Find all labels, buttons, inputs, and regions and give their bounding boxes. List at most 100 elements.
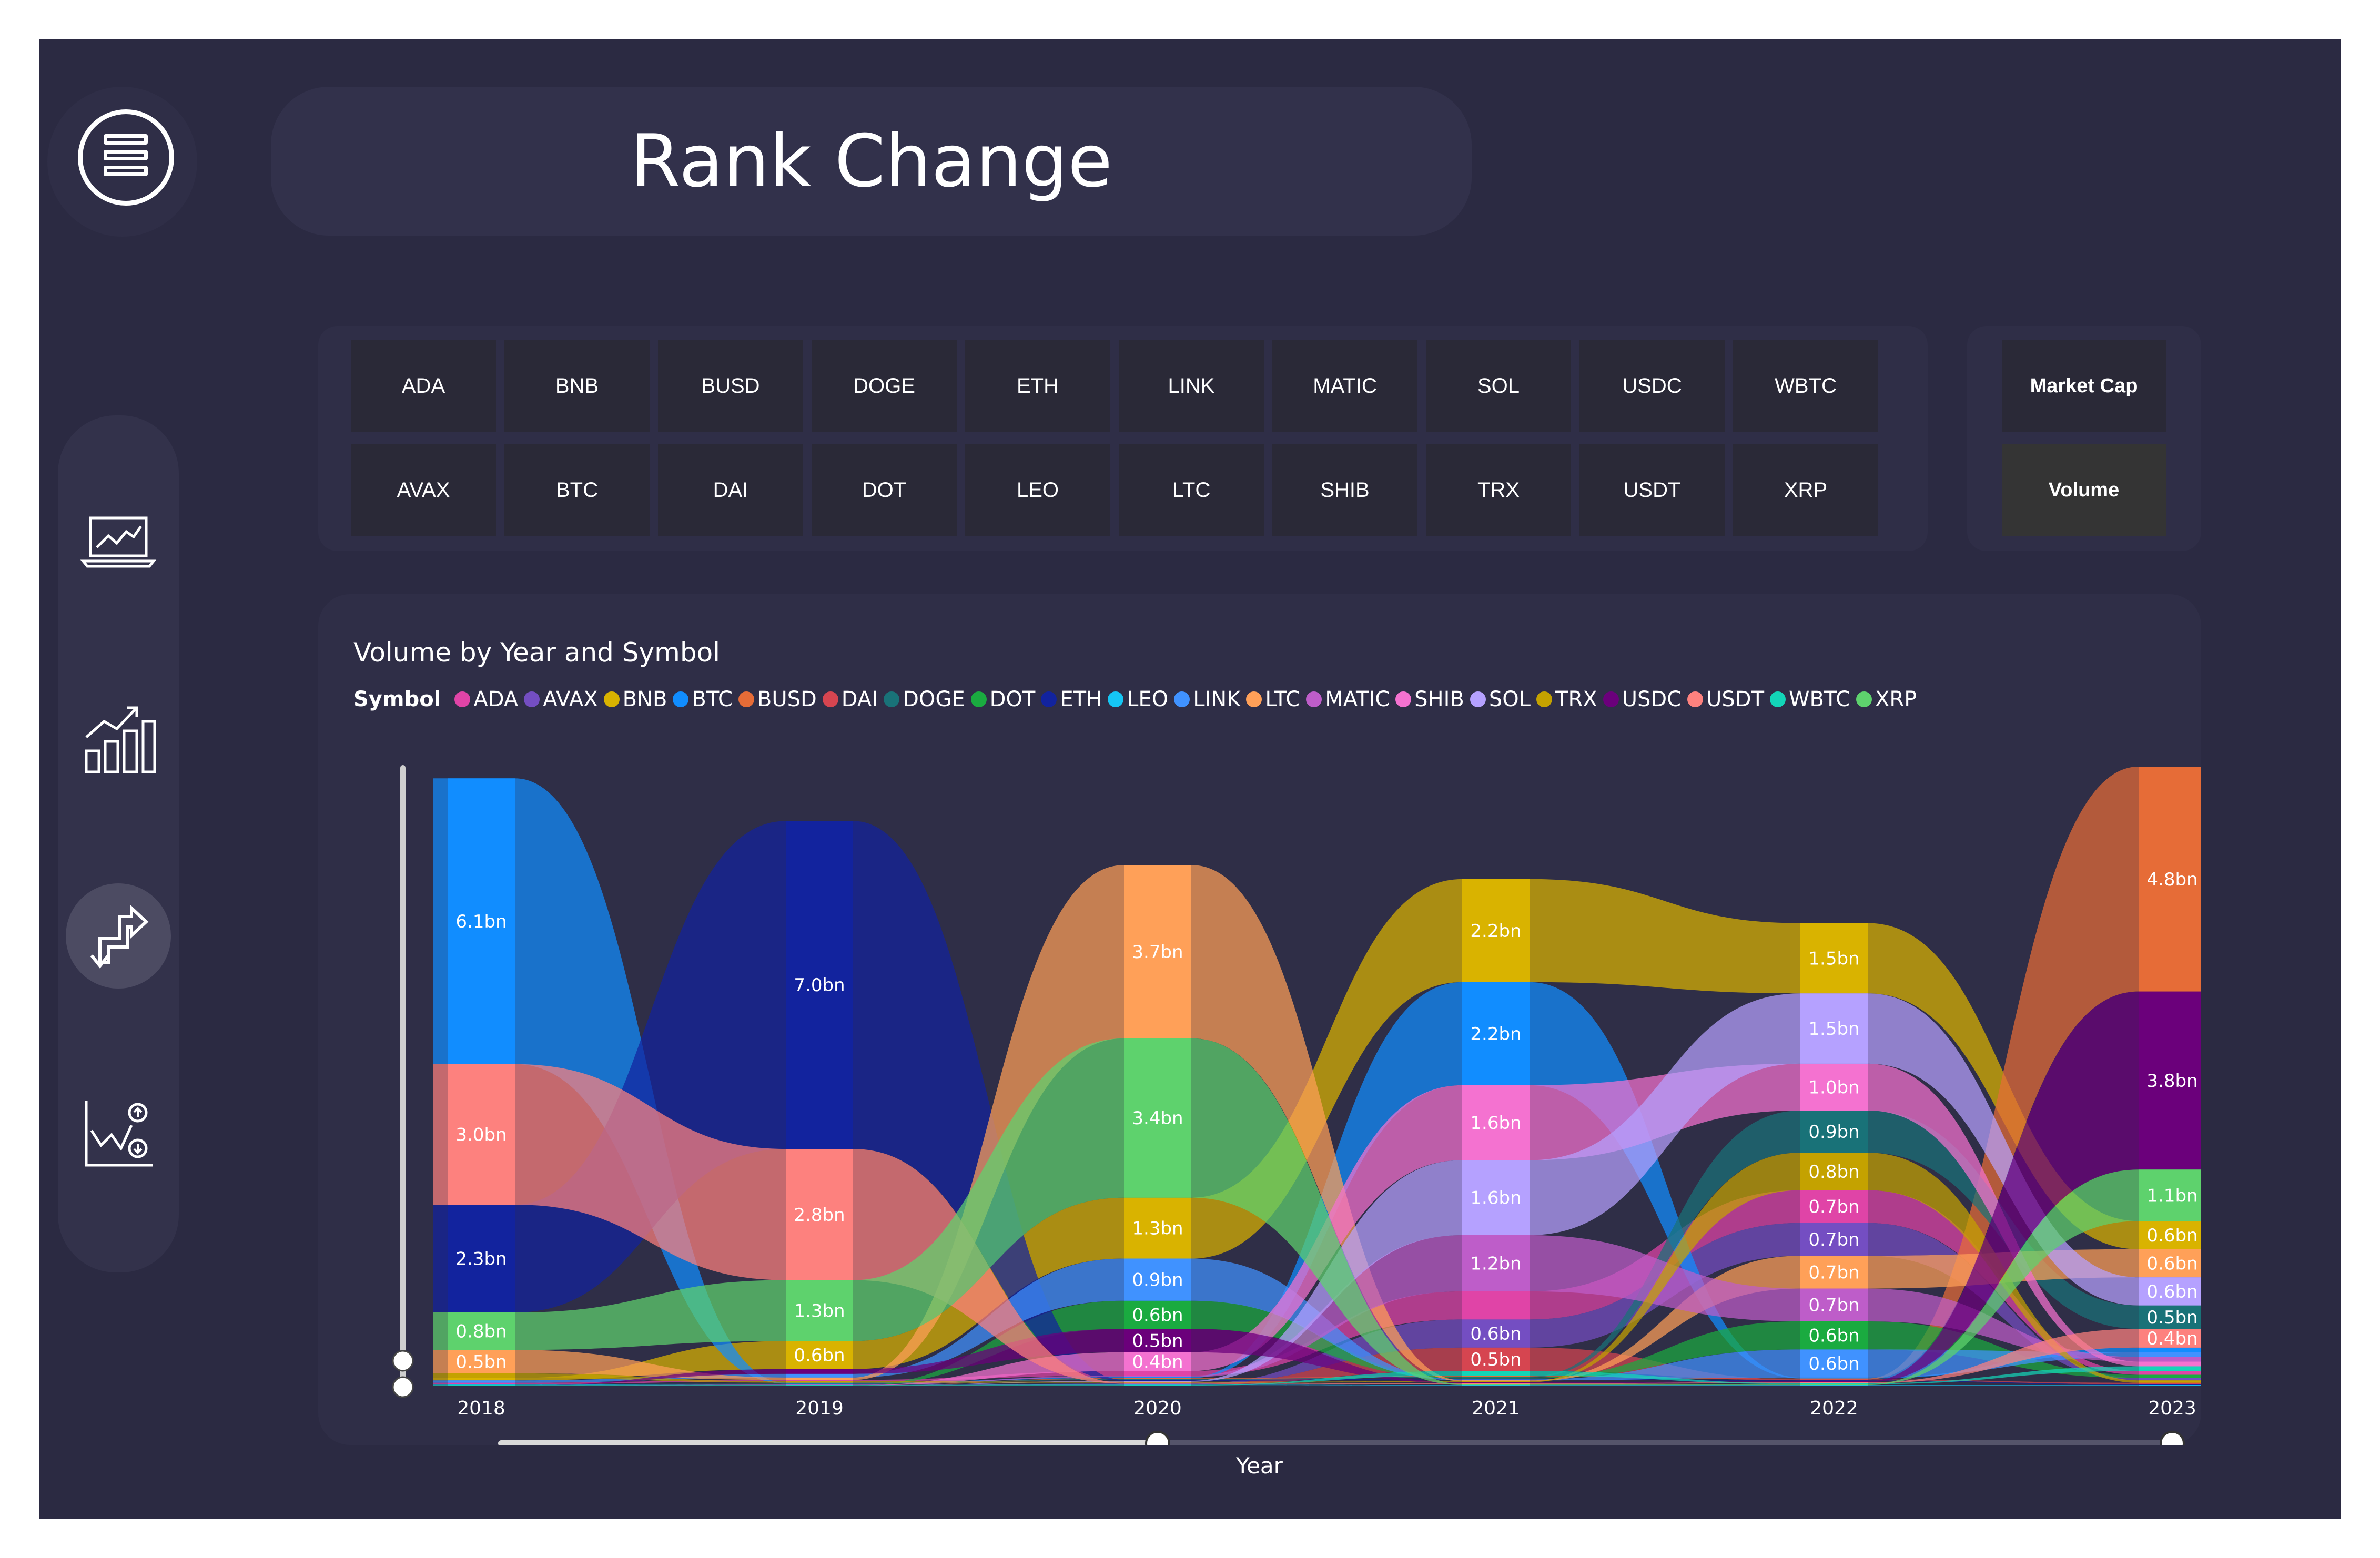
x-tick-label: 2023 (2148, 1398, 2196, 1419)
nav-item-rank-change[interactable] (66, 883, 171, 989)
legend-item-ada[interactable]: ADA (454, 687, 518, 711)
legend-item-dai[interactable]: DAI (822, 687, 878, 711)
bar-bnb-2022 (1800, 923, 1868, 994)
bar-avax-2023 (2139, 1378, 2201, 1381)
legend-item-usdc[interactable]: USDC (1603, 687, 1682, 711)
bar-ltc-2019 (786, 1377, 853, 1380)
bar-avax-2021 (1462, 1319, 1530, 1348)
symbol-chip-usdc[interactable]: USDC (1579, 340, 1725, 432)
legend-item-doge[interactable]: DOGE (884, 687, 965, 711)
legend-swatch (1246, 691, 1262, 707)
symbol-chip-eth[interactable]: ETH (965, 340, 1110, 432)
data-label: 0.7bn (1808, 1229, 1859, 1250)
bar-eth-2020 (1124, 1380, 1191, 1381)
legend-label: AVAX (543, 687, 598, 711)
x-slider-handle-start[interactable] (1145, 1431, 1170, 1445)
bar-leo-2023 (2139, 1385, 2201, 1386)
symbol-chip-ltc[interactable]: LTC (1119, 444, 1264, 536)
volume-button[interactable]: Volume (2002, 444, 2166, 536)
legend-item-avax[interactable]: AVAX (524, 687, 598, 711)
data-label: 0.7bn (1808, 1262, 1859, 1283)
legend-item-wbtc[interactable]: WBTC (1770, 687, 1850, 711)
bar-sol-2021 (1462, 1160, 1530, 1235)
legend-item-link[interactable]: LINK (1174, 687, 1240, 711)
symbol-chip-link[interactable]: LINK (1119, 340, 1264, 432)
symbol-chip-btc[interactable]: BTC (504, 444, 650, 536)
legend-item-busd[interactable]: BUSD (738, 687, 817, 711)
symbol-chip-doge[interactable]: DOGE (812, 340, 957, 432)
symbol-chip-leo[interactable]: LEO (965, 444, 1110, 536)
bar-btc-2018 (448, 778, 515, 1064)
legend-swatch (1687, 691, 1704, 707)
data-label: 0.5bn (455, 1352, 507, 1373)
legend-item-trx[interactable]: TRX (1536, 687, 1597, 711)
data-label: 0.5bn (1470, 1349, 1521, 1370)
market-cap-button[interactable]: Market Cap (2002, 340, 2166, 432)
bar-eth-2018 (448, 1205, 515, 1313)
data-label: 0.6bn (2146, 1253, 2197, 1274)
legend-item-shib[interactable]: SHIB (1395, 687, 1464, 711)
data-label: 0.6bn (1470, 1323, 1521, 1345)
legend-item-leo[interactable]: LEO (1108, 687, 1168, 711)
data-label: 4.8bn (2146, 869, 2197, 890)
symbol-chip-xrp[interactable]: XRP (1733, 444, 1878, 536)
y-zoom-handle-top[interactable] (392, 1350, 414, 1372)
legend-item-ltc[interactable]: LTC (1246, 687, 1300, 711)
legend-label: SOL (1488, 687, 1531, 711)
y-zoom-handle-bottom[interactable] (392, 1376, 414, 1398)
data-label: 0.6bn (1808, 1326, 1859, 1347)
bar-bnb-2019 (786, 1341, 853, 1369)
legend-item-usdt[interactable]: USDT (1687, 687, 1764, 711)
bar-btc-2022 (1800, 1377, 1868, 1379)
legend-item-bnb[interactable]: BNB (603, 687, 667, 711)
menu-button[interactable] (47, 87, 197, 237)
ribbon-leo (433, 1384, 2201, 1386)
legend-swatch (738, 691, 754, 707)
legend-item-btc[interactable]: BTC (673, 687, 733, 711)
symbol-chip-usdt[interactable]: USDT (1579, 444, 1725, 536)
symbol-chip-sol[interactable]: SOL (1426, 340, 1571, 432)
symbol-chip-ada[interactable]: ADA (351, 340, 496, 432)
bar-usdc-2021 (1462, 1382, 1530, 1383)
legend-item-eth[interactable]: ETH (1041, 687, 1102, 711)
bar-xrp-2022 (1800, 1384, 1868, 1386)
symbol-chip-wbtc[interactable]: WBTC (1733, 340, 1878, 432)
bar-matic-2020 (1124, 1376, 1191, 1377)
symbol-chip-dot[interactable]: DOT (812, 444, 957, 536)
data-label: 1.0bn (1808, 1077, 1859, 1098)
nav-item-growth[interactable] (66, 686, 171, 791)
symbol-chip-matic[interactable]: MATIC (1272, 340, 1417, 432)
legend-item-sol[interactable]: SOL (1470, 687, 1531, 711)
symbol-chip-busd[interactable]: BUSD (658, 340, 803, 432)
nav-item-trends[interactable] (66, 1081, 171, 1186)
bar-ltc-2023 (2139, 1249, 2201, 1278)
bar-usdc-2022 (1800, 1381, 1868, 1382)
legend-label: BTC (692, 687, 733, 711)
bar-leo-2020 (1124, 1384, 1191, 1386)
bar-growth-chart-icon (85, 706, 156, 773)
bar-matic-2022 (1800, 1288, 1868, 1321)
bar-leo-2018 (448, 1384, 515, 1386)
legend-item-dot[interactable]: DOT (970, 687, 1035, 711)
symbol-chip-shib[interactable]: SHIB (1272, 444, 1417, 536)
bar-busd-2022 (1800, 1378, 1868, 1380)
bar-bnb-2021 (1462, 879, 1530, 982)
symbol-chip-trx[interactable]: TRX (1426, 444, 1571, 536)
data-label: 1.6bn (1470, 1113, 1521, 1134)
legend-item-xrp[interactable]: XRP (1856, 687, 1917, 711)
bar-ada-2018 (448, 1382, 515, 1384)
bar-sol-2023 (2139, 1277, 2201, 1306)
symbol-chip-avax[interactable]: AVAX (351, 444, 496, 536)
legend-swatch (1856, 691, 1872, 707)
symbol-chip-dai[interactable]: DAI (658, 444, 803, 536)
bar-xrp-2021 (1462, 1384, 1530, 1386)
bar-trx-2019 (786, 1381, 853, 1383)
nav-item-overview[interactable] (66, 489, 171, 594)
symbol-chip-bnb[interactable]: BNB (504, 340, 650, 432)
x-slider-handle-end[interactable] (2160, 1431, 2185, 1445)
bar-link-2018 (448, 1380, 515, 1383)
legend-item-matic[interactable]: MATIC (1306, 687, 1390, 711)
x-tick-label: 2020 (1133, 1398, 1182, 1419)
data-label: 0.8bn (455, 1321, 507, 1342)
bar-matic-2021 (1462, 1235, 1530, 1291)
